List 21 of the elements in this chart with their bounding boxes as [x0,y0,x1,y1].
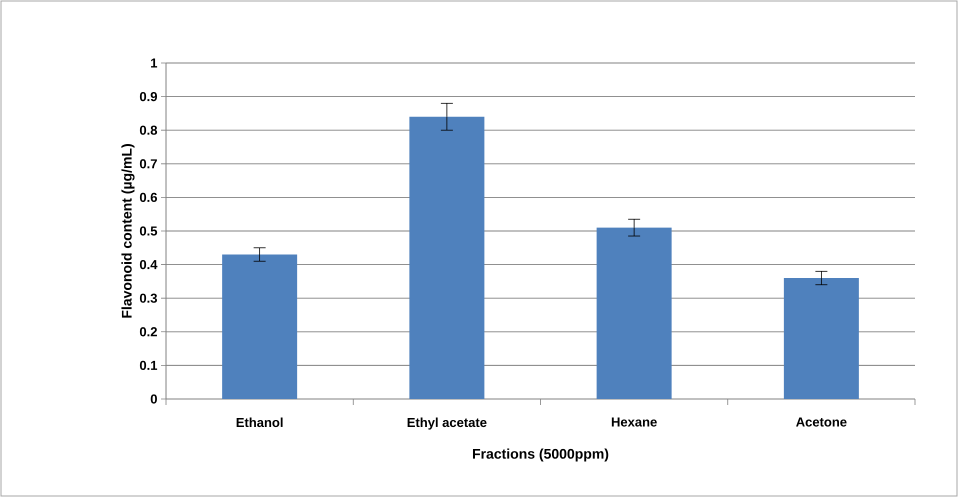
bar [596,228,672,399]
x-tick-label: Ethanol [236,418,283,428]
y-tick-label: 0.1 [140,360,158,370]
y-tick-label: 0.3 [140,294,158,303]
x-axis-title: Fractions (5000ppm) [472,448,608,462]
x-tick-label: Acetone [796,418,847,427]
y-axis-title: Flavonoid content (µg/mL) [121,144,135,318]
y-tick-label: 0 [150,394,157,404]
bar [409,116,484,399]
y-tick-label: 0.2 [140,327,157,336]
y-tick-label: 0.5 [140,226,158,236]
y-tick-label: 1 [151,58,158,68]
bar [784,278,859,399]
x-tick-label: Hexane [612,418,657,427]
y-tick-label: 0.4 [140,260,158,270]
y-tick-label: 0.8 [140,126,158,135]
y-tick-label: 0.9 [140,92,157,102]
bar [222,254,298,399]
y-tick-label: 0.7 [140,159,157,168]
y-tick-label: 0.6 [140,192,158,202]
x-tick-label: Ethyl acetate [408,418,487,430]
